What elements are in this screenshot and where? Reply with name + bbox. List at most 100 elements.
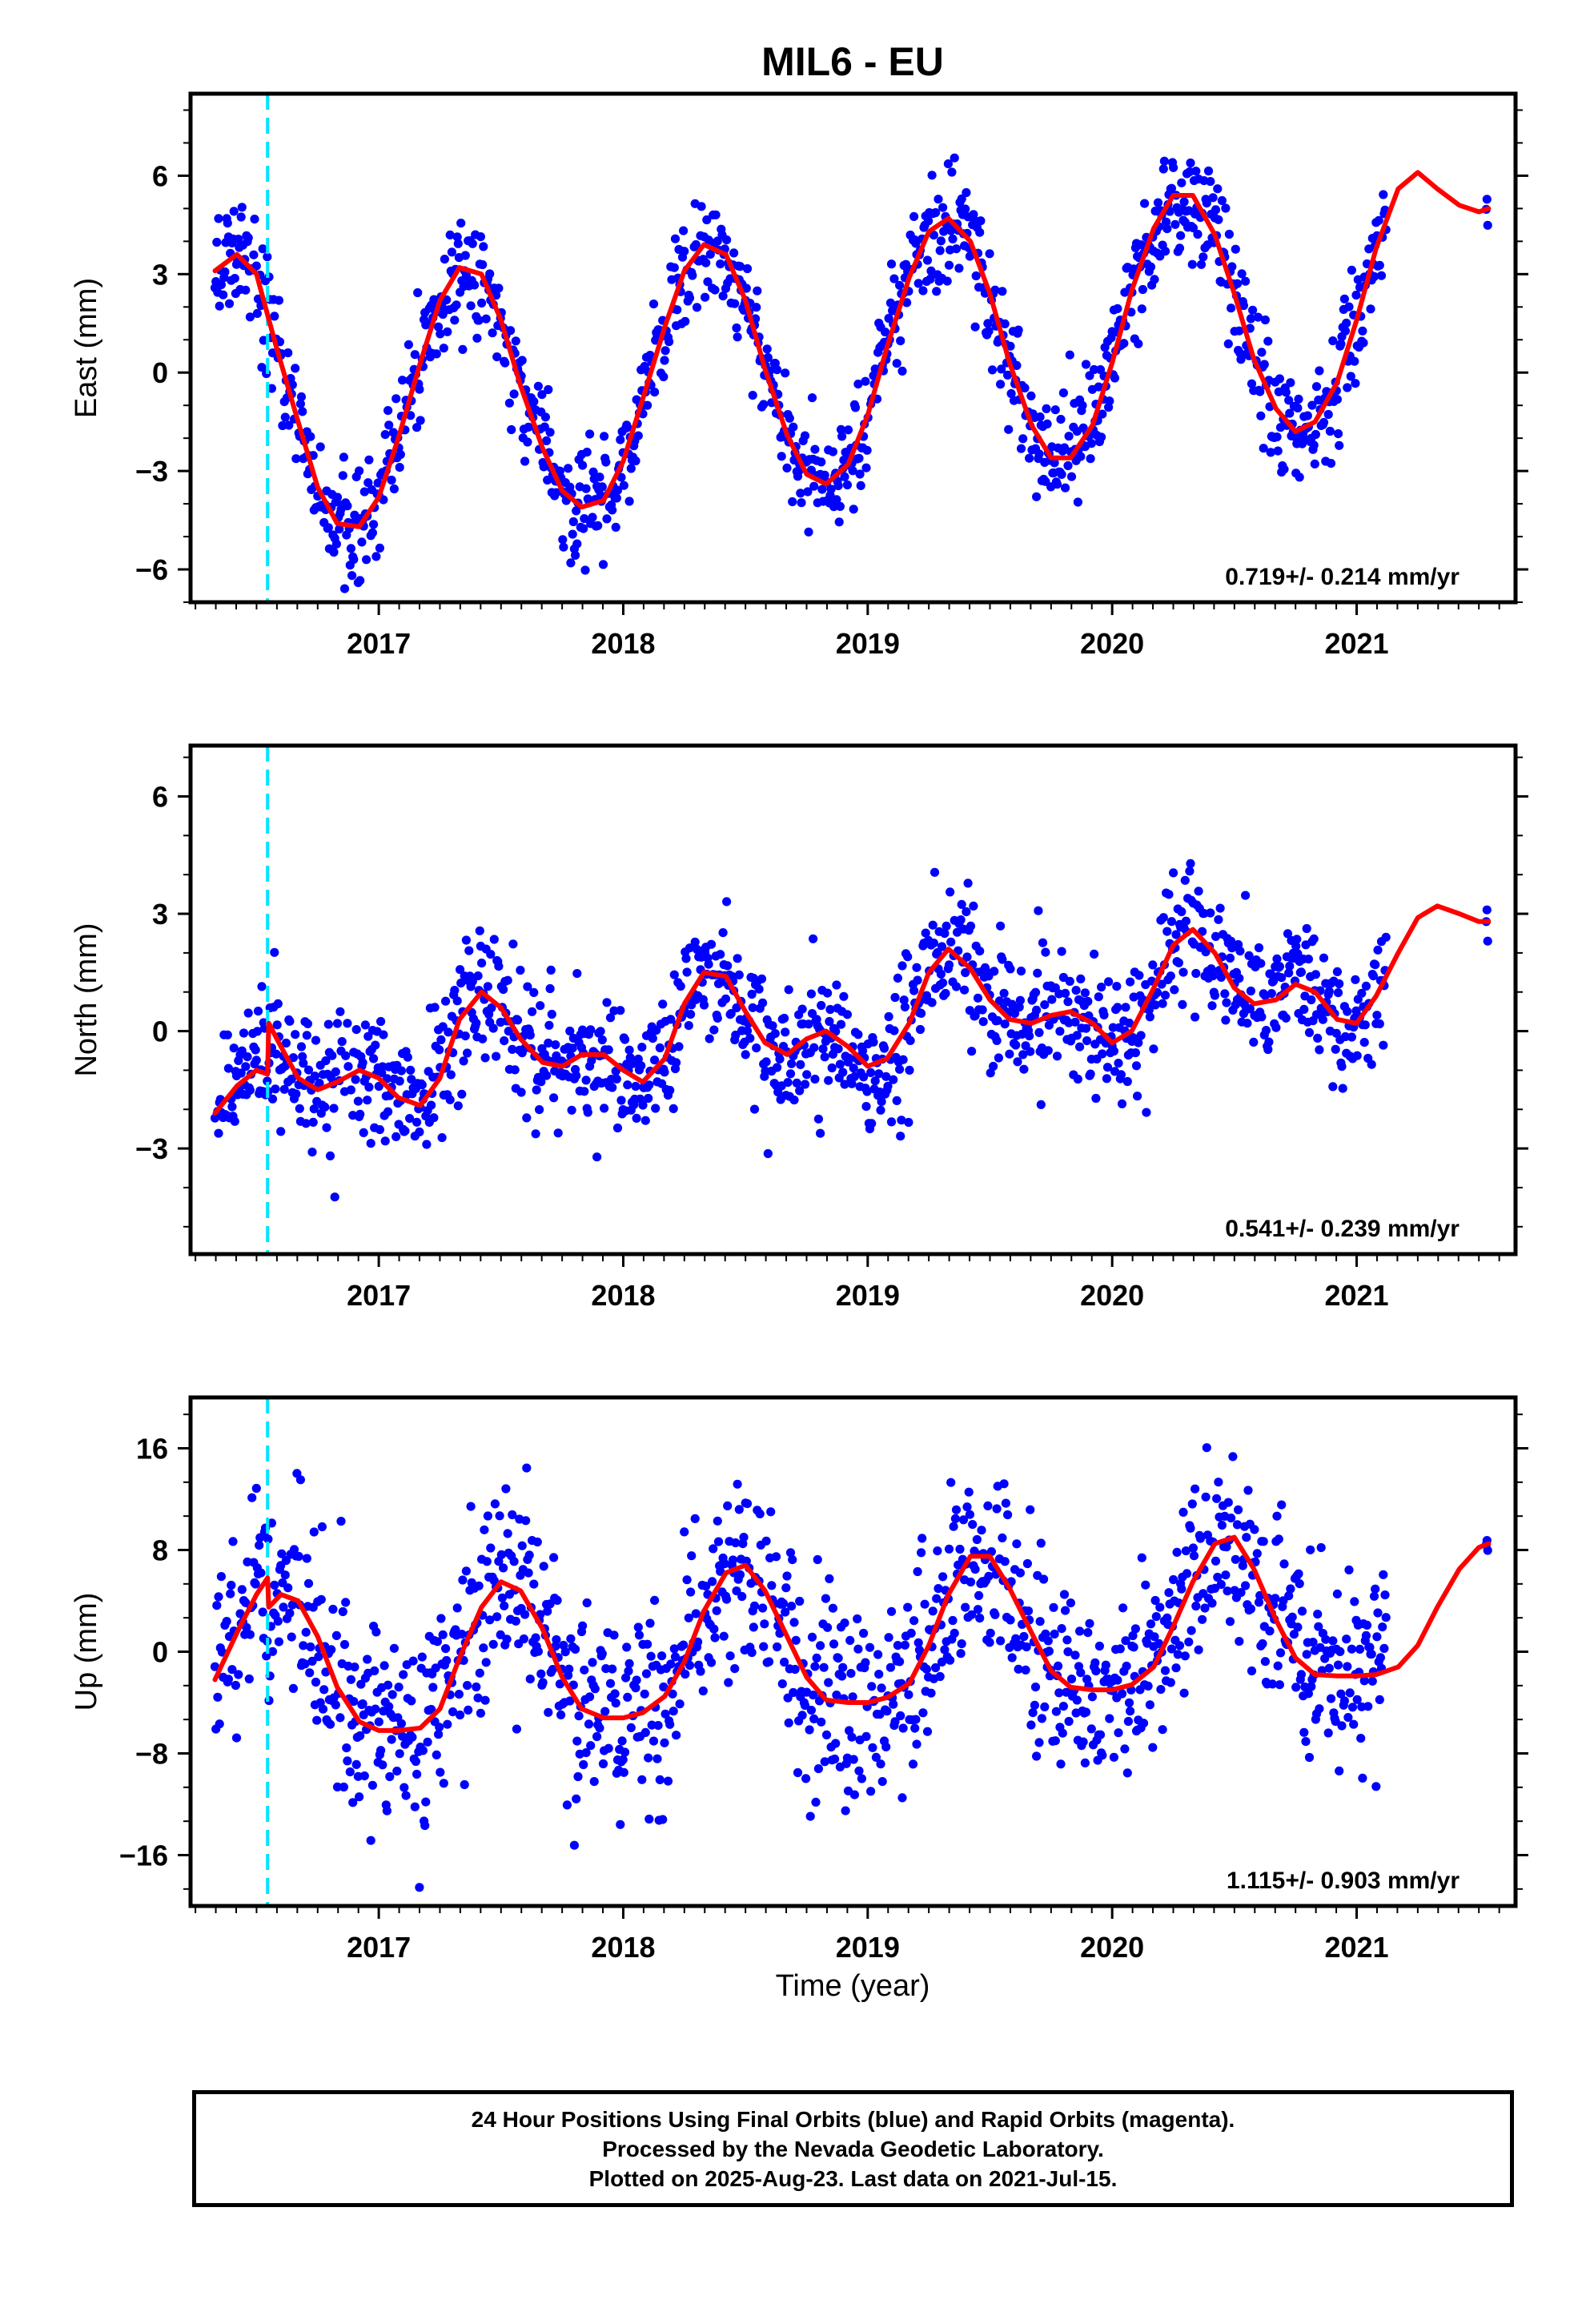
- data-point: [987, 365, 998, 375]
- data-point: [699, 1000, 709, 1010]
- data-point: [619, 480, 628, 490]
- data-point: [364, 1082, 374, 1092]
- data-point: [853, 1614, 862, 1624]
- data-point: [1234, 1505, 1243, 1514]
- data-point: [406, 411, 416, 420]
- data-point: [752, 303, 761, 312]
- data-point: [962, 907, 971, 917]
- data-point: [1375, 1019, 1384, 1029]
- data-point: [893, 973, 902, 983]
- data-point: [1025, 1031, 1034, 1041]
- data-point: [1076, 452, 1086, 461]
- data-point: [210, 1113, 220, 1123]
- data-point: [1291, 941, 1301, 951]
- data-point: [288, 1683, 298, 1693]
- data-point: [941, 988, 950, 999]
- data-point: [972, 1534, 982, 1545]
- data-point: [480, 1695, 490, 1705]
- data-point: [565, 1026, 575, 1036]
- data-point: [572, 539, 582, 549]
- data-point: [307, 1656, 317, 1666]
- data-point: [1146, 1619, 1156, 1629]
- data-point: [896, 336, 905, 346]
- data-point: [335, 1007, 345, 1016]
- data-point: [287, 1632, 296, 1642]
- data-point: [828, 447, 837, 456]
- data-point: [1242, 1533, 1251, 1542]
- data-point: [781, 368, 790, 378]
- data-point: [758, 998, 768, 1007]
- data-point: [651, 1104, 661, 1113]
- data-point: [1372, 1632, 1382, 1642]
- data-point: [301, 1119, 311, 1128]
- data-point: [748, 1003, 757, 1012]
- data-point: [1150, 275, 1159, 284]
- data-point: [267, 1647, 278, 1656]
- data-point: [478, 259, 488, 270]
- data-point: [1343, 1007, 1352, 1016]
- data-point: [944, 1544, 954, 1554]
- data-point: [222, 1617, 231, 1626]
- data-point: [905, 1035, 915, 1045]
- data-point: [1075, 1042, 1085, 1051]
- data-point: [1056, 1759, 1066, 1769]
- data-point: [327, 1645, 336, 1655]
- data-point: [1042, 419, 1052, 429]
- data-point: [1247, 379, 1257, 388]
- data-point: [666, 1015, 676, 1024]
- data-point: [460, 1031, 470, 1041]
- data-point: [679, 1640, 689, 1650]
- data-point: [236, 212, 246, 222]
- data-point: [1039, 1574, 1049, 1584]
- data-point: [1316, 1542, 1326, 1553]
- data-point: [710, 285, 720, 295]
- data-point: [472, 333, 482, 343]
- data-point: [876, 1759, 885, 1769]
- x-tick-label: 2019: [836, 1931, 900, 1964]
- data-point: [1309, 440, 1319, 450]
- data-point: [323, 523, 333, 533]
- data-point: [1057, 947, 1066, 956]
- data-point: [705, 1034, 714, 1043]
- data-point: [395, 463, 404, 472]
- data-point: [1347, 1703, 1358, 1712]
- data-point: [488, 1639, 498, 1649]
- data-point: [1253, 312, 1263, 322]
- data-point: [742, 1026, 753, 1035]
- data-point: [443, 1719, 452, 1729]
- data-point: [1333, 429, 1343, 439]
- data-point: [612, 1074, 621, 1084]
- data-point: [1336, 339, 1346, 349]
- data-point: [582, 1598, 592, 1608]
- data-point: [877, 1097, 886, 1107]
- data-point: [504, 1027, 513, 1036]
- data-point: [721, 994, 731, 1003]
- data-point: [1232, 1520, 1243, 1530]
- data-point: [1166, 1644, 1176, 1654]
- data-point: [1117, 1689, 1127, 1699]
- data-point: [889, 1026, 899, 1035]
- data-point: [1191, 167, 1201, 176]
- data-point: [1187, 1499, 1197, 1509]
- data-point: [309, 1527, 319, 1537]
- data-point: [276, 1127, 286, 1136]
- data-point: [870, 364, 880, 374]
- data-point: [838, 1068, 848, 1077]
- data-point: [1162, 224, 1172, 234]
- data-point: [973, 993, 983, 1003]
- data-point: [1091, 1093, 1101, 1104]
- data-point: [223, 219, 232, 228]
- data-point: [495, 1511, 504, 1521]
- data-point: [928, 1606, 938, 1616]
- data-point: [1275, 1648, 1286, 1658]
- data-point: [1381, 1613, 1391, 1622]
- data-point: [816, 1641, 825, 1651]
- data-point: [511, 336, 520, 346]
- data-point: [871, 1752, 881, 1762]
- data-point: [998, 1533, 1007, 1542]
- data-point: [884, 1633, 893, 1642]
- data-point: [1331, 1044, 1340, 1054]
- data-point: [1073, 1074, 1082, 1084]
- data-point: [445, 230, 455, 239]
- data-point: [608, 1083, 617, 1092]
